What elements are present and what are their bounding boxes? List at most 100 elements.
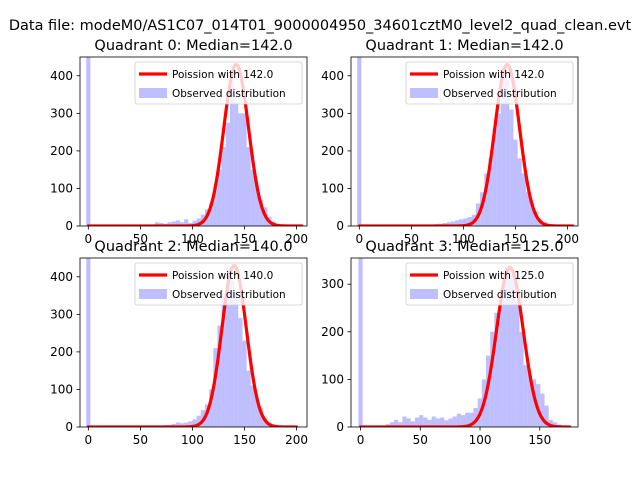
quadrant-3-plot-area [358, 258, 572, 427]
histogram-bar [259, 408, 264, 427]
y-tick-label: 0 [336, 219, 344, 233]
x-tick-label: 150 [233, 433, 256, 447]
y-tick-label: 300 [50, 106, 73, 120]
histogram-bar [519, 331, 524, 427]
y-tick-label: 0 [65, 420, 73, 434]
y-tick-label: 0 [65, 219, 73, 233]
legend-box [134, 262, 303, 306]
legend-bars-label: Observed distribution [443, 88, 557, 100]
histogram-bar [465, 412, 470, 427]
x-tick-label: 200 [285, 433, 308, 447]
histogram-bar [530, 203, 535, 226]
x-tick-label: 50 [133, 232, 148, 246]
x-tick-label: 0 [85, 433, 93, 447]
histogram-bar [525, 192, 531, 226]
zero-bin-bar [358, 258, 363, 427]
legend-curve-label: Poission with 140.0 [172, 270, 273, 282]
histogram-bar [488, 158, 493, 226]
axes-frame [350, 56, 579, 227]
histogram-bar [175, 220, 180, 226]
subplot-title: Quadrant 1: Median=142.0 [365, 38, 563, 54]
x-tick-label: 0 [357, 433, 365, 447]
y-tick-label: 200 [50, 345, 73, 359]
histogram-bar [456, 413, 461, 427]
histogram-bar [423, 417, 428, 427]
zero-bin-bar [86, 258, 91, 427]
histogram-bar [517, 158, 522, 226]
y-tick-label: 300 [321, 277, 344, 291]
y-tick-label: 400 [50, 270, 73, 284]
histogram-bar [509, 109, 514, 226]
histogram-bar [455, 220, 460, 226]
histogram-bar [192, 220, 197, 226]
axes-frame [79, 257, 308, 428]
histogram-bar [234, 102, 239, 226]
axes-frame [350, 257, 579, 428]
histogram-bar [221, 147, 226, 226]
histogram-bar [217, 169, 222, 226]
histogram-bar [225, 269, 230, 427]
histogram-bar [498, 288, 503, 427]
histogram-bar [221, 295, 226, 427]
histogram-bar [523, 365, 528, 427]
x-tick-label: 150 [233, 232, 256, 246]
legend-bars-swatch [139, 289, 167, 299]
histogram-bar [410, 421, 415, 427]
legend-curve-label: Poission with 125.0 [443, 270, 544, 282]
histogram-bar [444, 420, 449, 427]
x-tick-label: 0 [85, 232, 93, 246]
y-tick-label: 0 [336, 420, 344, 434]
poisson-curve [358, 265, 572, 427]
quadrant-1-plot-area [357, 57, 575, 226]
y-tick-label: 300 [50, 307, 73, 321]
histogram-bar [242, 340, 247, 427]
histogram-bar [184, 422, 189, 427]
legend: Poission with 140.0 Observed distribution [134, 262, 303, 306]
x-tick-label: 100 [452, 232, 475, 246]
histogram-bar [527, 374, 533, 427]
histogram-bar [484, 173, 489, 226]
histogram-bar [460, 415, 466, 427]
histogram-bar [250, 169, 255, 226]
histogram-bar [494, 312, 499, 427]
x-tick-label: 100 [469, 433, 492, 447]
histogram-bar [175, 422, 180, 427]
legend-curve-label: Poission with 142.0 [172, 69, 273, 81]
histogram-bar [398, 422, 403, 427]
histogram-bar [402, 416, 407, 427]
histogram-bar [505, 79, 510, 226]
x-tick-label: 150 [528, 433, 551, 447]
y-tick-label: 200 [321, 325, 344, 339]
poisson-curve [86, 263, 299, 427]
histogram-bar [414, 417, 420, 427]
histogram-bar [229, 280, 235, 427]
histogram-bar [192, 419, 197, 427]
histogram-bar [394, 419, 399, 427]
x-tick-label: 200 [556, 232, 579, 246]
y-tick-label: 100 [50, 382, 73, 396]
histogram-bar [242, 113, 247, 226]
histogram-bar [179, 222, 185, 226]
histogram-bar [154, 222, 160, 226]
quadrant-1-chart: 0 50 100 150 200 0 100 200 300 400 Quadrant 1: Med… [321, 38, 579, 246]
x-tick-label: 200 [285, 232, 308, 246]
histogram-bar [238, 318, 243, 427]
histogram-bar [548, 419, 553, 427]
histogram-bar [250, 385, 255, 427]
histogram-bar [196, 415, 201, 427]
histogram-bar [440, 417, 445, 427]
histogram-bar [448, 418, 453, 427]
histogram-bar [463, 218, 468, 226]
histogram-bar [259, 199, 264, 226]
histogram-bar [521, 173, 526, 226]
histogram-bar [552, 422, 558, 427]
histogram-bar [229, 75, 235, 226]
legend-bars-label: Observed distribution [172, 88, 286, 100]
histogram-bar [513, 139, 518, 226]
histogram-bar [450, 221, 456, 226]
histogram-bar [389, 422, 395, 427]
poisson-curve [86, 62, 304, 226]
histogram-bar [469, 412, 474, 427]
histogram-bar [506, 265, 512, 427]
histogram-bar [427, 419, 432, 427]
